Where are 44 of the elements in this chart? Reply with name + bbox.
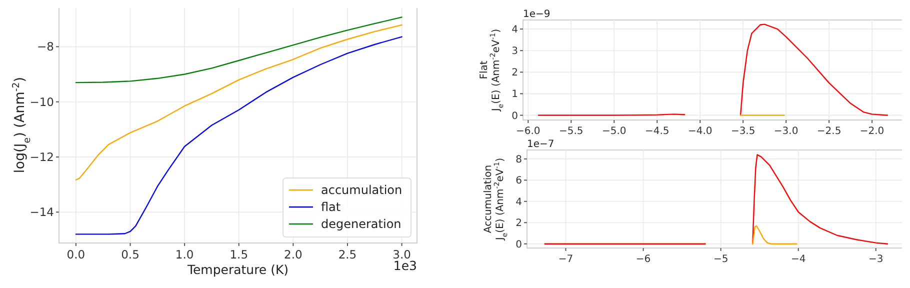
x-tick-label: −3 — [868, 254, 884, 265]
x-tick-label: −4.5 — [644, 126, 670, 137]
x-tick-label: −3.5 — [730, 126, 756, 137]
x-tick-label: −4 — [790, 254, 806, 265]
y-tick-label: 4 — [512, 24, 518, 36]
x-tick-label: −3.0 — [774, 126, 798, 137]
x-tick-label: −5.0 — [602, 126, 626, 137]
y-tick-label: 0 — [512, 110, 518, 122]
y-tick-label: 4 — [516, 196, 522, 208]
y-tick-label: 0 — [516, 239, 522, 250]
y-tick-label: 2 — [516, 218, 522, 230]
text: 1e−7 — [527, 139, 554, 150]
annotation: 1e−9 — [523, 9, 550, 20]
y-tick-label: −10 — [30, 94, 54, 109]
line-series — [75, 16, 402, 84]
y-tick-label: −12 — [30, 150, 54, 164]
legend-label: accumulation — [321, 183, 402, 197]
x-tick-label: −5.5 — [558, 126, 584, 137]
x-tick-label: −2.0 — [860, 126, 884, 137]
x-tick-label: 0.0 — [66, 248, 86, 262]
x-tick-label: −4.0 — [688, 126, 712, 137]
line-series — [75, 24, 402, 180]
x-axis-title: Temperature (K) — [186, 262, 289, 277]
x-tick-label: 2.5 — [338, 248, 357, 262]
y-tick-label: 3 — [512, 46, 518, 58]
x-tick-label: 1.5 — [230, 248, 248, 262]
line-series — [75, 36, 402, 235]
x-tick-label: 2.0 — [284, 248, 302, 262]
y-tick-label: 2 — [512, 68, 518, 79]
legend-label: flat — [321, 200, 341, 214]
y-tick-label: −8 — [37, 40, 54, 54]
y-tick-label: 6 — [516, 176, 522, 187]
x-tick-label: −5 — [713, 254, 728, 265]
x-tick-label: −6 — [636, 254, 651, 265]
x-tick-label: −7 — [558, 254, 574, 265]
x-tick-label: 1.0 — [175, 248, 194, 262]
y-tick-label: 1 — [512, 89, 518, 100]
x-tick-label: 0.5 — [121, 248, 140, 262]
y-tick-label: 8 — [516, 154, 522, 166]
y-tick-label: −14 — [30, 205, 54, 220]
legend-label: degeneration — [321, 217, 402, 231]
x-tick-label: −6.0 — [516, 126, 540, 137]
x-tick-label: −2.5 — [816, 126, 842, 137]
line-series — [752, 225, 798, 244]
